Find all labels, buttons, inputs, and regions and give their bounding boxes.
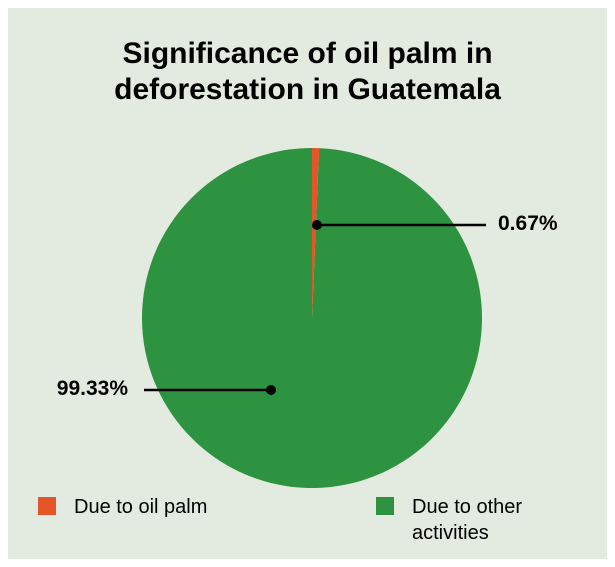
legend-swatch-oil-palm bbox=[38, 497, 56, 515]
data-label-other-activities: 99.33% bbox=[57, 377, 129, 400]
leader-dot-oil-palm bbox=[312, 220, 322, 230]
legend-label-oil-palm: Due to oil palm bbox=[74, 496, 208, 518]
pie-chart: 0.67% 99.33% bbox=[57, 148, 558, 488]
legend-swatch-other-activities bbox=[376, 497, 394, 515]
chart-title-line-2: deforestation in Guatemala bbox=[114, 73, 501, 106]
chart-panel: Significance of oil palm in deforestatio… bbox=[8, 8, 607, 559]
legend-item-oil-palm: Due to oil palm bbox=[38, 494, 224, 520]
legend-label-other-activities: Due to other activities bbox=[412, 496, 523, 544]
slice-oil-palm bbox=[312, 148, 320, 318]
chart-title-line-1: Significance of oil palm in bbox=[122, 37, 493, 70]
legend-item-other-activities: Due to other activities bbox=[376, 494, 552, 546]
callouts: 0.67% 99.33% bbox=[57, 212, 558, 400]
slice-other-activities bbox=[141, 148, 482, 488]
data-label-oil-palm: 0.67% bbox=[498, 212, 558, 235]
leader-dot-other-activities bbox=[266, 385, 276, 395]
pie-slices bbox=[141, 148, 482, 488]
chart-title: Significance of oil palm in deforestatio… bbox=[8, 36, 607, 108]
